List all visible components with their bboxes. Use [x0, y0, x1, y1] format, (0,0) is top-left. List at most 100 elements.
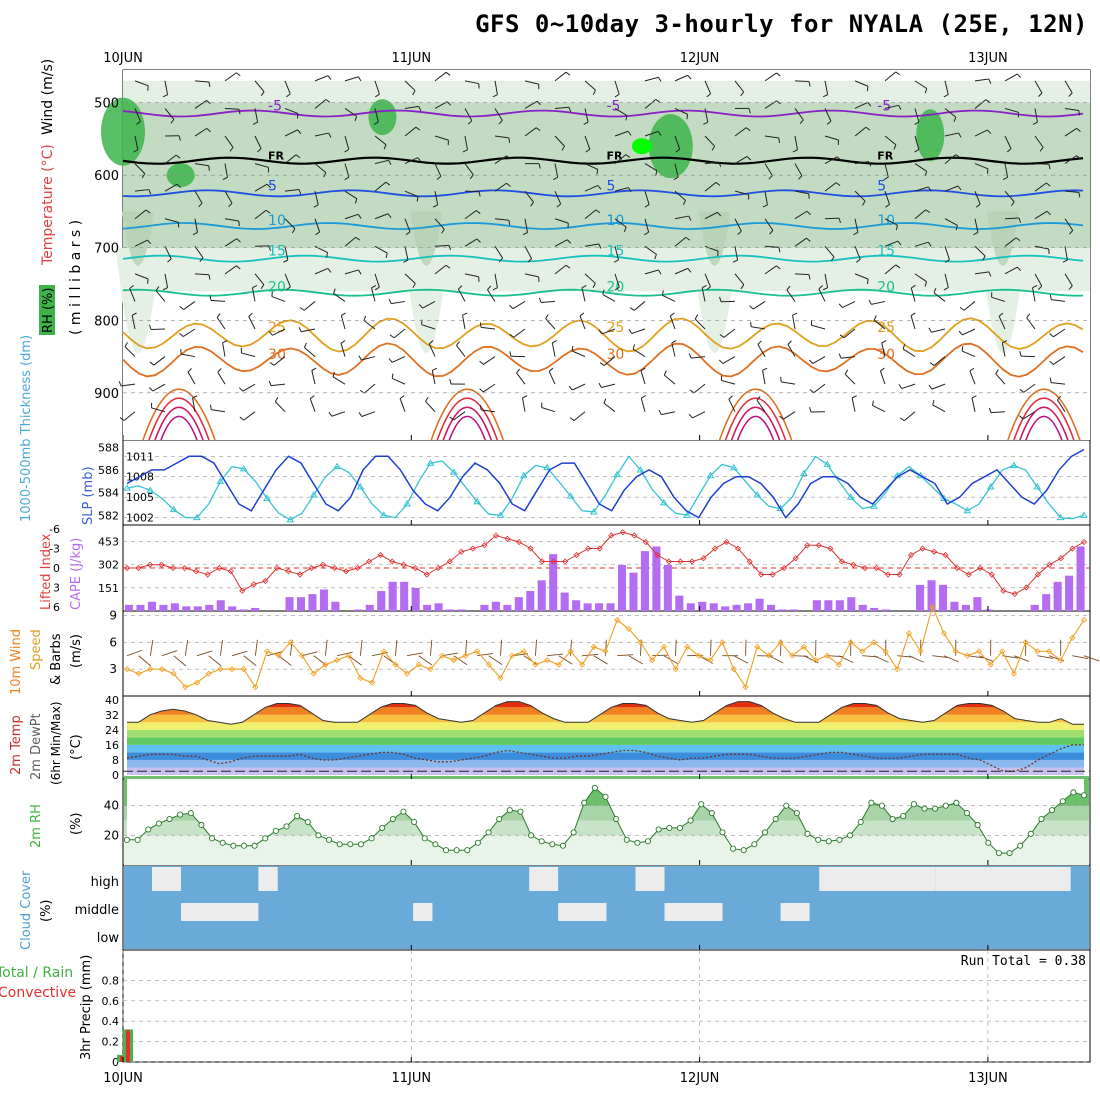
wind-barb-flag: [208, 274, 211, 280]
cape-bar: [858, 604, 867, 611]
wind-barb-flag: [479, 388, 484, 393]
lifted-index-marker: [608, 532, 615, 539]
hot-isotherm: [1007, 388, 1081, 441]
wind-barb-flag: [403, 259, 409, 263]
wind-axis-label: Wind (m/s): [40, 59, 56, 135]
wind-speed-marker: [287, 639, 294, 646]
cape-bar: [319, 589, 328, 611]
cape-axis-label: CAPE (J/kg): [69, 538, 84, 610]
wind-barb-flag: [899, 417, 905, 422]
wind-barb-flag: [299, 307, 305, 311]
wind-barb: [524, 100, 538, 109]
wind-barb-flag: [792, 312, 798, 316]
wind-barb: [1064, 127, 1077, 137]
surface-wind-barb: [243, 655, 257, 667]
rh-marker: [219, 839, 226, 846]
surface-wind-barb: [149, 639, 154, 656]
wind-barb-flag: [145, 209, 151, 214]
wind-speed-marker: [170, 670, 177, 677]
wind-speed-marker: [999, 648, 1006, 655]
wind-barb-flag: [375, 93, 380, 98]
wind-barb: [494, 80, 498, 95]
rh-marker: [942, 802, 949, 809]
wind-barb-flag: [655, 170, 658, 176]
wind-barb-flag: [228, 202, 233, 208]
wind-speed-marker: [1057, 657, 1064, 664]
lifted-index-marker: [677, 558, 684, 565]
rh-marker: [708, 810, 715, 817]
wind-barb-flag: [373, 121, 379, 125]
wind-barb-flag: [1010, 201, 1015, 207]
cape-bar: [870, 607, 879, 611]
wind-barb: [434, 244, 450, 247]
wind-barb-flag: [1049, 377, 1052, 383]
wind-barb-flag: [694, 314, 699, 320]
wind-barb-flag: [592, 283, 596, 289]
wind-barb-flag: [881, 340, 887, 344]
isotherm-label: 10: [268, 213, 286, 229]
wind-barb: [824, 182, 837, 192]
wind-barb: [1064, 190, 1079, 193]
wind-barb: [764, 265, 777, 275]
lifted-index-marker: [861, 564, 868, 572]
cape-bar: [514, 597, 523, 611]
wind-barb: [584, 273, 596, 284]
wind-barb-flag: [975, 203, 981, 208]
wind-barb-flag: [762, 204, 768, 208]
lifted-index-marker: [769, 571, 776, 578]
rh-tick-label: 40: [104, 799, 119, 813]
wind-barb-flag: [809, 407, 812, 413]
cape-bar: [388, 581, 397, 611]
wind-barb: [614, 108, 628, 116]
thickness-marker: [356, 483, 365, 490]
wind-barb: [704, 182, 717, 192]
precip-label-total: Total / Rain: [0, 965, 73, 981]
wind-barb: [674, 267, 689, 275]
wind-barb: [554, 135, 565, 147]
wind-speed-marker: [684, 643, 691, 650]
wind-speed-marker: [322, 661, 329, 668]
wind-barb: [194, 127, 208, 137]
wind-barb: [782, 411, 796, 420]
wind-barb: [572, 383, 586, 391]
wind-barb-flag: [873, 315, 877, 321]
wind-speed-marker: [123, 666, 131, 673]
wind-barb: [914, 163, 927, 172]
surface-wind-barb: [324, 639, 328, 656]
wind-barb: [340, 315, 346, 330]
wind-barb-flag: [449, 378, 452, 385]
rh-marker: [974, 821, 981, 829]
lifted-index-marker: [654, 551, 661, 559]
wind-barb-flag: [798, 175, 803, 180]
wind-barb: [1001, 342, 1006, 357]
temp-band: [127, 752, 1084, 760]
surface-wind-barb: [943, 655, 959, 663]
wind-barb-flag: [987, 129, 992, 135]
wind-barb: [794, 190, 809, 195]
rh-plume: [404, 247, 449, 353]
wind-barb-flag: [217, 368, 222, 373]
thickness-marker: [239, 464, 248, 472]
lifted-index-marker: [942, 551, 949, 559]
cape-bar: [251, 607, 260, 611]
cloud-unit-label: (%): [39, 900, 54, 923]
wind-barb: [332, 376, 346, 385]
wind-barb-flag: [357, 214, 362, 219]
wind-barb-flag: [418, 304, 424, 309]
wind-barb-flag: [750, 321, 752, 327]
wind-barb-flag: [986, 168, 989, 174]
wind-barb-flag: [538, 297, 542, 303]
wind-barb-flag: [866, 86, 869, 92]
wind-barb: [764, 191, 768, 206]
rh-marker: [698, 801, 705, 808]
wind-barb: [541, 407, 556, 413]
thickness-marker: [659, 498, 668, 506]
wind-barb-flag: [792, 149, 798, 153]
wind-barb-flag: [552, 340, 558, 344]
wind-barb: [971, 397, 976, 412]
cape-bar: [193, 606, 202, 611]
wind-barb-flag: [927, 186, 932, 192]
wind-barb-flag: [371, 284, 377, 289]
lifted-index-marker: [181, 564, 188, 572]
pressure-tick-label: 600: [94, 169, 119, 184]
